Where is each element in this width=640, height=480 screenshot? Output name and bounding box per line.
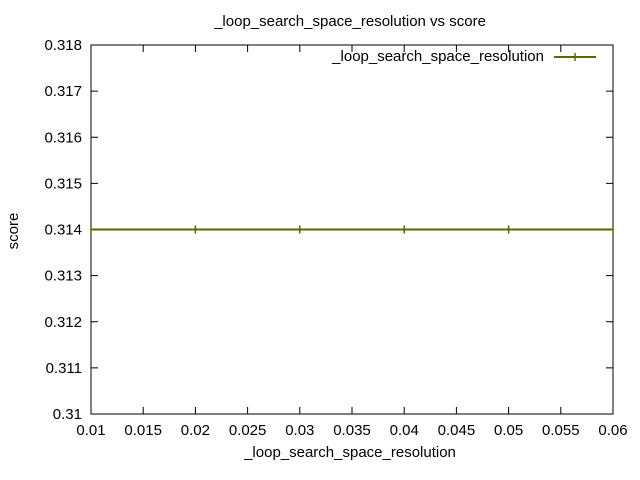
y-axis: 0.31 0.311 0.312 0.313 0.314 0.315 0.316 0.317 0… — [44, 37, 613, 423]
x-axis-label: _loop_search_space_resolution — [243, 444, 456, 461]
series-layer — [90, 225, 614, 234]
y-tick-label: 0.315 — [44, 175, 82, 192]
legend: _loop_search_space_resolution — [331, 48, 596, 65]
y-tick-label: 0.313 — [44, 268, 82, 285]
x-tick-label: 0.06 — [598, 422, 627, 439]
y-tick-label: 0.314 — [44, 222, 82, 239]
x-tick-label: 0.03 — [285, 422, 314, 439]
x-tick-label: 0.02 — [181, 422, 210, 439]
x-tick-label: 0.045 — [438, 422, 476, 439]
x-tick-label: 0.015 — [124, 422, 162, 439]
x-axis: 0.01 0.015 0.02 0.025 0.03 0.035 0.04 0.045 0.05… — [76, 45, 628, 439]
y-tick-label: 0.312 — [44, 314, 82, 331]
chart-title: _loop_search_space_resolution vs score — [213, 13, 486, 30]
x-tick-label: 0.035 — [333, 422, 371, 439]
y-tick-label: 0.311 — [46, 360, 82, 377]
legend-label: _loop_search_space_resolution — [331, 48, 544, 65]
x-tick-label: 0.04 — [390, 422, 419, 439]
x-tick-label: 0.055 — [542, 422, 580, 439]
y-tick-label: 0.316 — [44, 129, 82, 146]
y-tick-label: 0.31 — [53, 406, 82, 423]
y-tick-label: 0.317 — [44, 83, 82, 100]
x-tick-label: 0.025 — [229, 422, 267, 439]
y-tick-label: 0.318 — [44, 37, 82, 54]
y-axis-label: score — [5, 213, 22, 250]
x-tick-label: 0.01 — [76, 422, 105, 439]
x-tick-label: 0.05 — [494, 422, 523, 439]
